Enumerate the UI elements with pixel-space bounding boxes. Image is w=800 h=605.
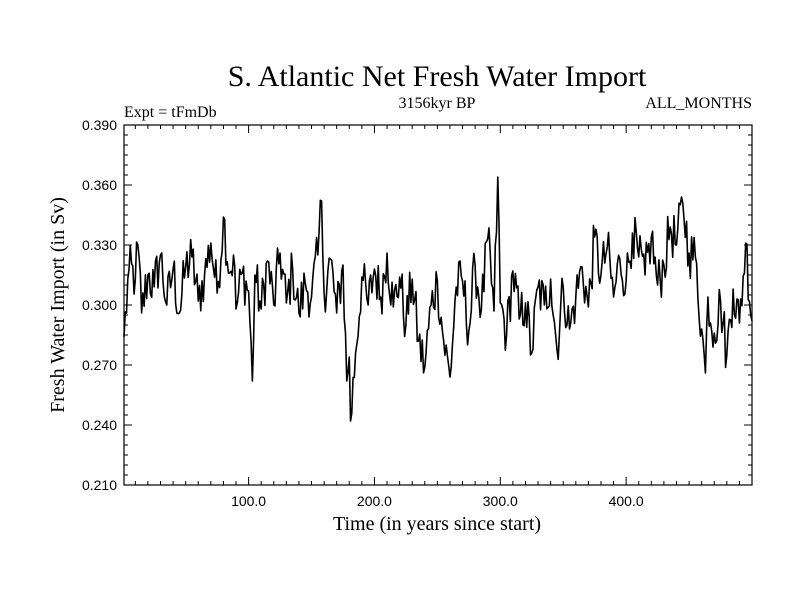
y-tick-label: 0.270 [82, 357, 117, 373]
y-tick-label: 0.300 [82, 297, 117, 313]
x-tick-label: 400.0 [609, 493, 644, 509]
chart-title: S. Atlantic Net Fresh Water Import [228, 60, 647, 93]
y-tick-label: 0.390 [82, 117, 117, 133]
x-tick-label: 200.0 [357, 493, 392, 509]
months-label: ALL_MONTHS [645, 95, 752, 112]
period-label: 3156kyr BP [399, 95, 476, 112]
experiment-label: Expt = tFmDb [124, 104, 217, 121]
series-line [123, 176, 753, 422]
y-axis-label: Fresh Water Import (in Sv) [47, 197, 69, 413]
y-tick-label: 0.210 [82, 477, 117, 493]
y-tick-label: 0.240 [82, 417, 117, 433]
y-tick-label: 0.330 [82, 237, 117, 253]
plot-frame [123, 124, 753, 486]
x-axis-label: Time (in years since start) [333, 513, 541, 535]
y-tick-label: 0.360 [82, 177, 117, 193]
x-tick-label: 100.0 [231, 493, 266, 509]
x-tick-label: 300.0 [483, 493, 518, 509]
